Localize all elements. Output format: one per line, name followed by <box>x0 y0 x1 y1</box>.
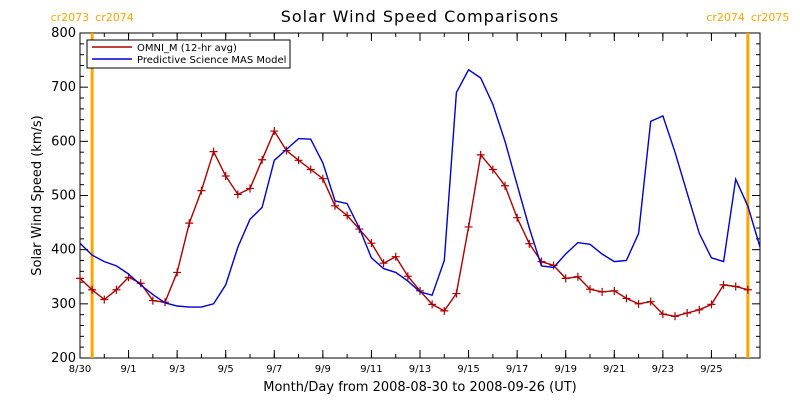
data-point-1 <box>403 272 412 281</box>
data-point-1 <box>695 305 704 314</box>
y-tick-label: 800 <box>51 26 76 41</box>
data-point-1 <box>488 165 497 174</box>
data-point-1 <box>525 239 534 248</box>
series-group <box>76 68 761 321</box>
data-point-1 <box>318 174 327 183</box>
data-point-1 <box>634 299 643 308</box>
data-point-1 <box>367 239 376 248</box>
y-tick-label: 300 <box>51 297 76 312</box>
y-axis-label: Solar Wind Speed (km/s) <box>30 115 45 275</box>
carrington-label-right: cr2074 <box>95 11 134 24</box>
x-tick-label: 9/13 <box>409 364 431 375</box>
data-point-1 <box>100 295 109 304</box>
data-point-1 <box>452 289 461 298</box>
legend: OMNI_M (12-hr avg)Predictive Science MAS… <box>86 39 291 69</box>
data-point-1 <box>610 286 619 295</box>
series-line-2 <box>79 68 761 308</box>
x-tick-label: 9/21 <box>603 364 625 375</box>
data-point-1 <box>173 268 182 277</box>
x-tick-label: 8/30 <box>69 364 91 375</box>
data-point-1 <box>112 285 121 294</box>
data-point-1 <box>464 222 473 231</box>
x-tick-label: 9/11 <box>360 364 382 375</box>
data-point-1 <box>561 274 570 283</box>
data-point-1 <box>294 156 303 165</box>
data-point-1 <box>707 300 716 309</box>
y-tick-label: 700 <box>51 80 76 95</box>
chart-title: Solar Wind Speed Comparisons <box>281 7 560 26</box>
legend-box <box>86 39 291 69</box>
carrington-label-left: cr2074 <box>706 11 745 24</box>
x-tick-label: 9/9 <box>315 364 331 375</box>
data-point-1 <box>233 190 242 199</box>
x-tick-label: 9/1 <box>121 364 137 375</box>
axis-group: 200 300 400 500 600 700 800 8/30 9/1 9/3 9/5 9/7 9/9… <box>51 26 761 375</box>
data-point-1 <box>88 285 97 294</box>
data-point-1 <box>221 172 230 180</box>
y-tick-label: 400 <box>51 243 76 258</box>
data-point-1 <box>683 309 692 318</box>
data-point-1 <box>719 280 728 289</box>
data-point-1 <box>148 296 157 305</box>
data-point-1 <box>282 146 291 155</box>
data-point-1 <box>428 300 437 309</box>
data-point-1 <box>573 272 582 281</box>
data-point-1 <box>598 287 607 296</box>
data-point-1 <box>658 310 667 319</box>
data-point-1 <box>246 184 254 193</box>
x-tick-label: 9/3 <box>169 364 185 375</box>
data-point-1 <box>586 285 594 294</box>
data-point-1 <box>391 252 400 261</box>
carrington-label-right: cr2075 <box>751 11 790 24</box>
legend-label: Predictive Science MAS Model <box>137 55 286 66</box>
data-point-1 <box>743 285 752 294</box>
data-point-1 <box>185 219 194 228</box>
data-point-1 <box>476 150 485 159</box>
data-point-1 <box>671 312 679 321</box>
data-point-1 <box>416 286 424 295</box>
data-point-1 <box>76 274 84 283</box>
x-tick-label: 9/25 <box>700 364 722 375</box>
series-line-1 <box>79 129 749 318</box>
legend-label: OMNI_M (12-hr avg) <box>137 43 237 54</box>
carrington-label-left: cr2073 <box>51 11 90 24</box>
y-tick-label: 500 <box>51 189 76 204</box>
y-tick-label: 600 <box>51 134 76 149</box>
data-point-1 <box>501 181 509 190</box>
data-point-1 <box>513 213 522 222</box>
data-point-1 <box>379 259 388 268</box>
x-tick-label: 9/23 <box>652 364 674 375</box>
y-tick-label: 200 <box>51 351 76 366</box>
x-axis-label: Month/Day from 2008-08-30 to 2008-09-26 … <box>263 380 576 395</box>
data-point-1 <box>646 297 655 306</box>
data-point-1 <box>306 165 315 174</box>
data-point-1 <box>209 147 218 156</box>
data-point-1 <box>258 155 267 164</box>
data-point-1 <box>731 282 740 291</box>
data-point-1 <box>343 211 352 220</box>
x-tick-label: 9/19 <box>554 364 576 375</box>
data-point-1 <box>331 201 339 210</box>
data-point-1 <box>197 186 206 195</box>
x-tick-label: 9/7 <box>266 364 282 375</box>
x-tick-label: 9/5 <box>218 364 234 375</box>
x-tick-label: 9/15 <box>457 364 479 375</box>
x-tick-label: 9/17 <box>506 364 528 375</box>
carrington-markers: cr2073 cr2074 cr2074 cr2075 <box>51 11 790 358</box>
data-point-1 <box>622 294 631 303</box>
data-point-1 <box>270 127 279 136</box>
data-point-1 <box>440 306 449 315</box>
